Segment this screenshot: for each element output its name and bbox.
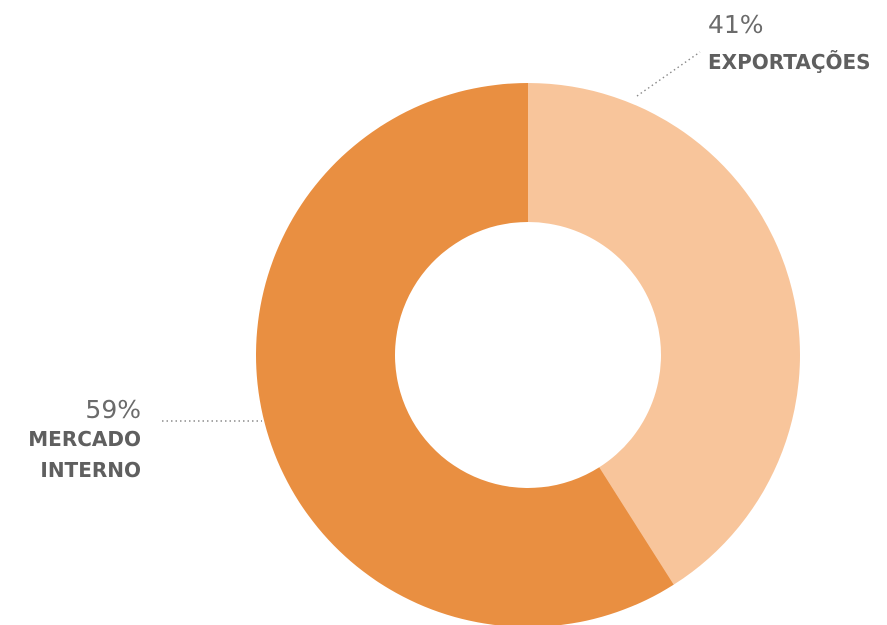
- slice-mercado-interno: [256, 83, 674, 625]
- value-label-exportacoes: 41%: [708, 10, 764, 39]
- donut-slices: [256, 83, 800, 625]
- leader-line-exportacoes: [636, 51, 701, 97]
- category-label-interno: INTERNO: [40, 458, 141, 482]
- category-label-mercado: MERCADO: [28, 427, 141, 451]
- category-label-exportacoes: EXPORTAÇÕES: [708, 50, 871, 74]
- slice-exportações: [528, 83, 800, 585]
- value-label-mercado-interno: 59%: [85, 395, 141, 424]
